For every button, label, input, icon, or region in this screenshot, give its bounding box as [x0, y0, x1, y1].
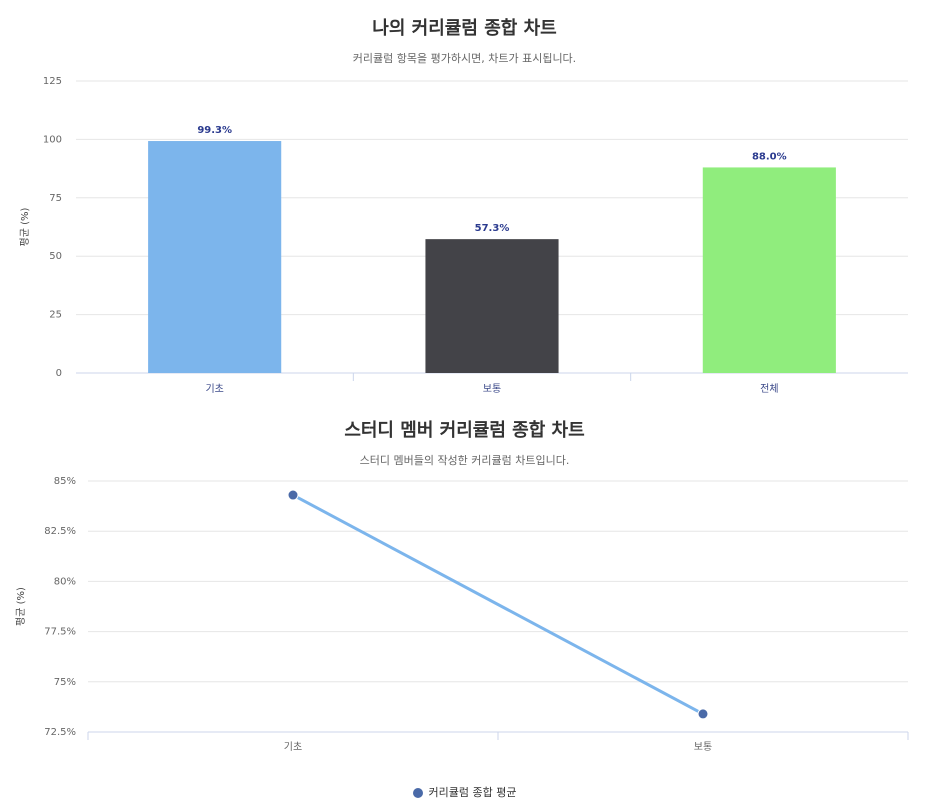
y-tick-label: 72.5%: [44, 727, 76, 738]
y-axis-label: 평균 (%): [19, 207, 31, 246]
study-member-line-chart: 스터디 멤버 커리큘럼 종합 차트 스터디 멤버들의 작성한 커리큘럼 차트입니…: [0, 412, 929, 806]
chart-title: 스터디 멤버 커리큘럼 종합 차트: [344, 420, 585, 441]
bar: [702, 167, 836, 373]
x-tick-label: 보통: [694, 741, 712, 753]
y-tick-label: 82.5%: [44, 526, 76, 537]
y-tick-label: 50: [49, 251, 62, 262]
bar-chart-canvas: 0 25 50 75 100 125 평균 (%) 99.3% 기초 57.3% 보통 88.0% 전체: [19, 76, 908, 395]
line-chart-canvas: 72.5% 75% 77.5% 80% 82.5% 85% 평균 (%) 기초 보통: [15, 476, 909, 753]
x-tick-label: 기초: [205, 383, 223, 395]
data-point: [697, 708, 709, 720]
y-axis-label: 평균 (%): [15, 587, 27, 626]
chart-subtitle: 스터디 멤버들의 작성한 커리큘럼 차트입니다.: [359, 454, 570, 467]
data-label: 99.3%: [197, 125, 232, 136]
y-tick-label: 25: [49, 310, 62, 321]
data-label: 88.0%: [752, 151, 787, 162]
data-point: [287, 489, 299, 501]
y-tick-label: 75: [49, 193, 62, 204]
bar: [148, 141, 282, 373]
y-tick-label: 125: [43, 76, 62, 87]
y-tick-label: 100: [43, 134, 62, 145]
y-tick-label: 80%: [54, 576, 76, 587]
x-tick-label: 전체: [760, 383, 778, 395]
chart-subtitle: 커리큘럼 항목을 평가하시면, 차트가 표시됩니다.: [352, 52, 577, 65]
bar: [425, 239, 559, 373]
y-tick-label: 0: [56, 368, 62, 379]
series-line: [292, 493, 704, 716]
x-tick-label: 보통: [483, 383, 501, 395]
chart-legend[interactable]: 커리큘럼 종합 평균: [0, 784, 929, 800]
curriculum-bar-chart: 나의 커리큘럼 종합 차트 커리큘럼 항목을 평가하시면, 차트가 표시됩니다.…: [19, 18, 908, 395]
chart-title: 나의 커리큘럼 종합 차트: [372, 18, 557, 39]
y-tick-label: 85%: [54, 476, 76, 487]
data-label: 57.3%: [475, 223, 510, 234]
x-tick-label: 기초: [284, 741, 302, 753]
y-tick-label: 75%: [54, 677, 76, 688]
legend-label: 커리큘럼 종합 평균: [428, 786, 517, 799]
y-tick-label: 77.5%: [44, 627, 76, 638]
legend-marker-icon: [412, 788, 423, 798]
